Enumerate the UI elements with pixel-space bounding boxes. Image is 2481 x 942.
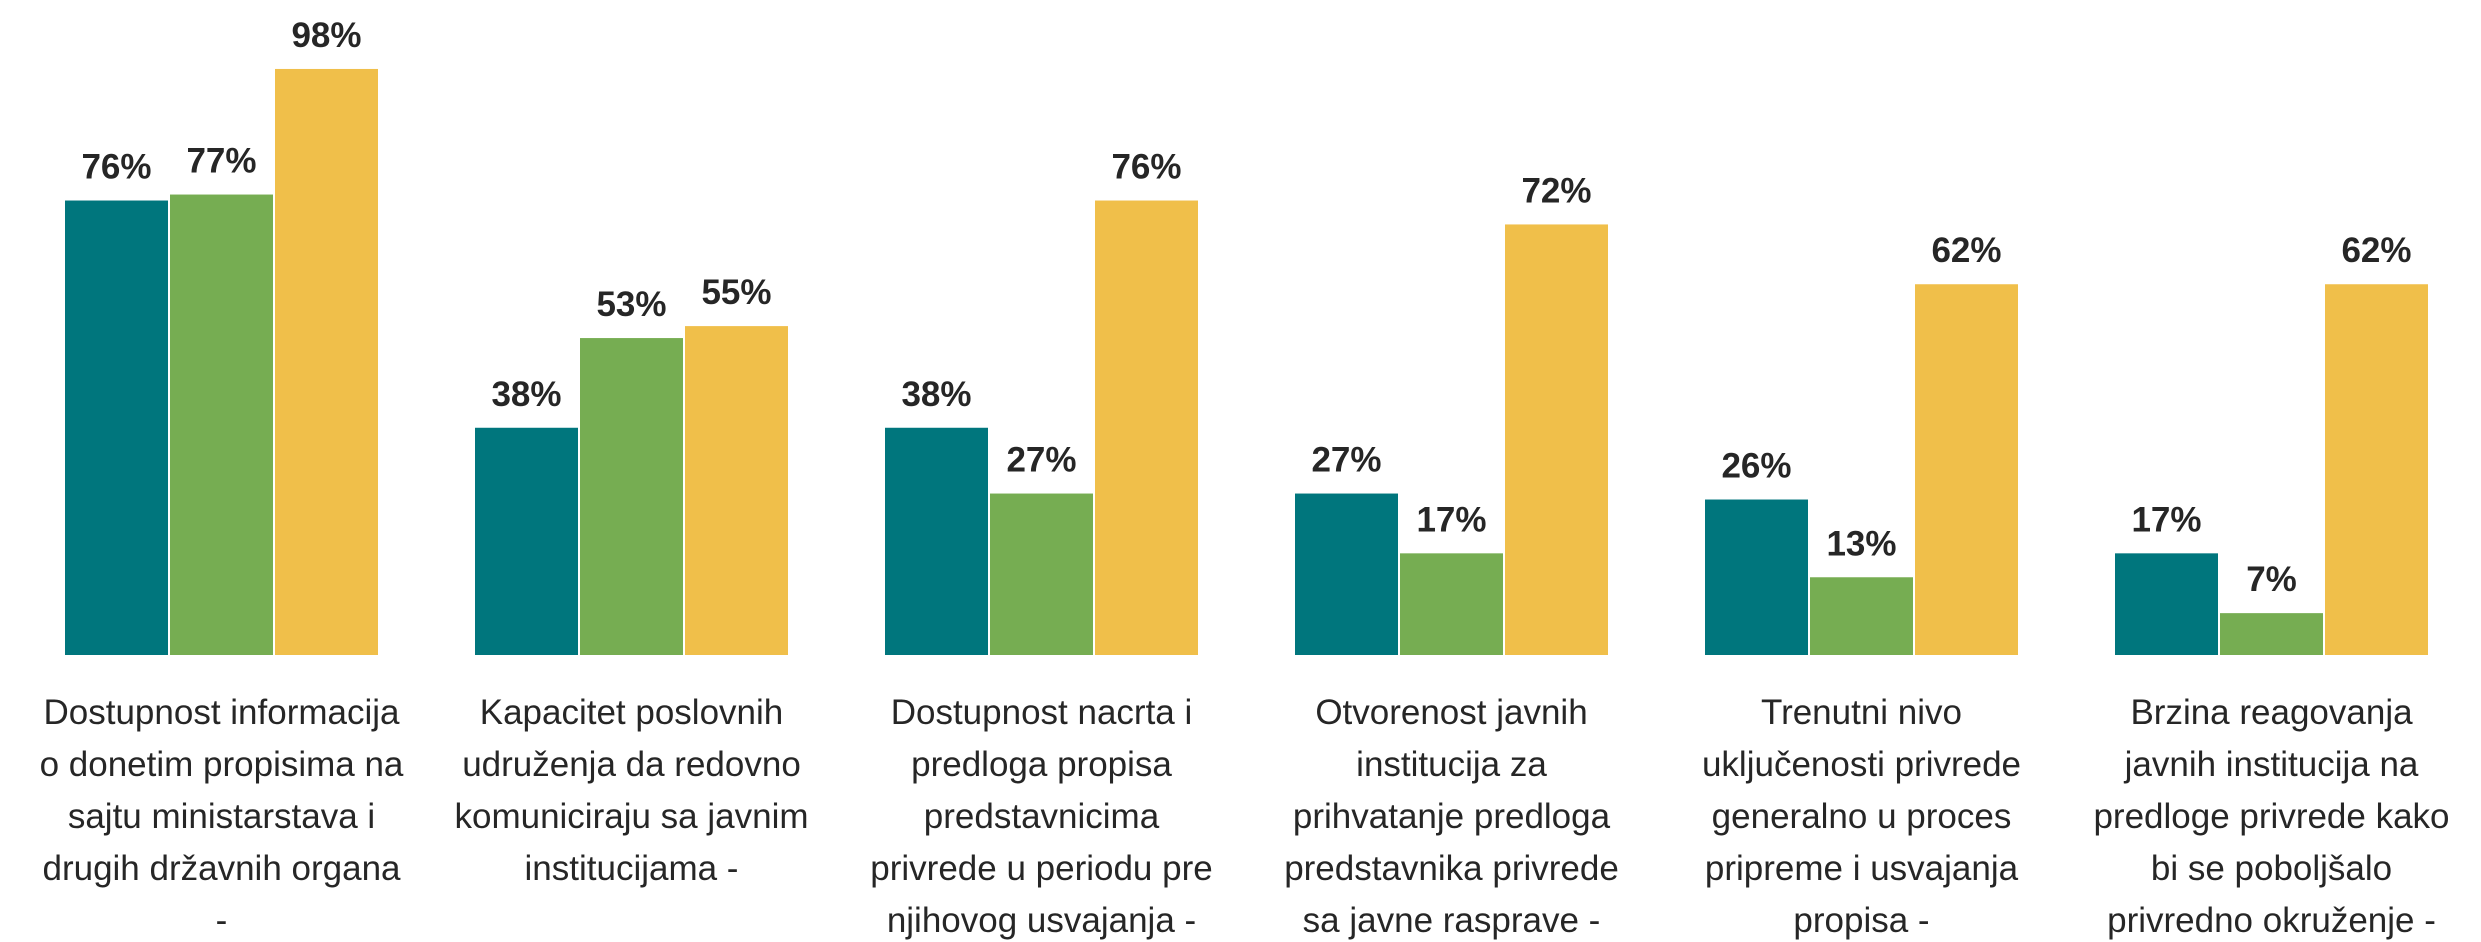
label-line: - (216, 901, 228, 940)
value-label: 76% (1111, 148, 1181, 187)
value-label: 17% (2131, 500, 2201, 539)
bar (1400, 553, 1503, 655)
bar (1295, 493, 1398, 655)
label-line: pripreme i usvajanja (1705, 849, 2019, 888)
label-line: javnih institucija na (2124, 745, 2419, 784)
label-line: institucija za (1356, 745, 1547, 784)
label-line: predstavnika privrede (1284, 849, 1619, 888)
bar (65, 200, 168, 655)
value-label: 7% (2246, 560, 2297, 599)
label-line: njihovog usvajanja - (887, 901, 1196, 940)
label-line: privrede u periodu pre (870, 849, 1212, 888)
label-line: uključenosti privrede (1702, 745, 2021, 784)
label-line: udruženja da redovno (462, 745, 801, 784)
label-line: generalno u proces (1712, 797, 2012, 836)
label-line: bi se poboljšalo (2151, 849, 2392, 888)
value-label: 98% (291, 16, 361, 55)
label-line: Kapacitet poslovnih (480, 693, 784, 732)
label-line: Trenutni nivo (1761, 693, 1962, 732)
label-line: sa javne rasprave - (1303, 901, 1601, 940)
bar (580, 338, 683, 655)
label-line: prihvatanje predloga (1293, 797, 1611, 836)
value-label: 38% (901, 375, 971, 414)
bar (475, 427, 578, 655)
label-line: drugih državnih organa (42, 849, 401, 888)
value-label: 13% (1826, 524, 1896, 563)
bar (2325, 284, 2428, 655)
value-label: 17% (1416, 500, 1486, 539)
value-label: 76% (81, 148, 151, 187)
label-line: predloge privrede kako (2093, 797, 2449, 836)
label-line: Brzina reagovanja (2130, 693, 2413, 732)
value-label: 77% (186, 142, 256, 181)
label-line: Dostupnost nacrta i (891, 693, 1193, 732)
value-label: 72% (1521, 171, 1591, 210)
bar (275, 68, 378, 655)
bar (990, 493, 1093, 655)
value-label: 26% (1721, 447, 1791, 486)
label-line: Dostupnost informacija (44, 693, 401, 732)
bar (1095, 200, 1198, 655)
label-line: propisa - (1793, 901, 1929, 940)
label-line: Otvorenost javnih (1315, 693, 1587, 732)
bar (1915, 284, 2018, 655)
bar (1505, 224, 1608, 655)
label-line: institucijama - (525, 849, 739, 888)
bar (1705, 499, 1808, 655)
bar (1810, 577, 1913, 655)
value-label: 53% (596, 285, 666, 324)
x-tick-label: Otvorenost javnih institucija za prihvatan… (1284, 693, 1619, 940)
bar (170, 194, 273, 656)
bar (885, 427, 988, 655)
value-label: 27% (1006, 441, 1076, 480)
value-label: 38% (491, 375, 561, 414)
x-tick-label: Kapacitet poslovnih udruženja da redovno k… (454, 693, 808, 888)
value-label: 62% (2341, 231, 2411, 270)
value-label: 55% (701, 273, 771, 312)
value-label: 27% (1311, 441, 1381, 480)
x-tick-label: Brzina reagovanja javnih institucija na pr… (2093, 693, 2449, 940)
label-line: predstavnicima (924, 797, 1160, 836)
label-line: komuniciraju sa javnim (454, 797, 808, 836)
label-line: sajtu ministarstava i (68, 797, 375, 836)
value-label: 62% (1931, 231, 2001, 270)
x-tick-label: Dostupnost informacija o donetim propisim… (40, 693, 404, 940)
x-tick-label: Dostupnost nacrta i predloga propisa preds… (870, 693, 1212, 940)
bar (2115, 553, 2218, 655)
label-line: o donetim propisima na (40, 745, 404, 784)
x-tick-label: Trenutni nivo uključenosti privrede genera… (1702, 693, 2021, 940)
label-line: privredno okruženje - (2107, 901, 2436, 940)
bar (2220, 613, 2323, 655)
bar (685, 326, 788, 655)
label-line: predloga propisa (911, 745, 1172, 784)
